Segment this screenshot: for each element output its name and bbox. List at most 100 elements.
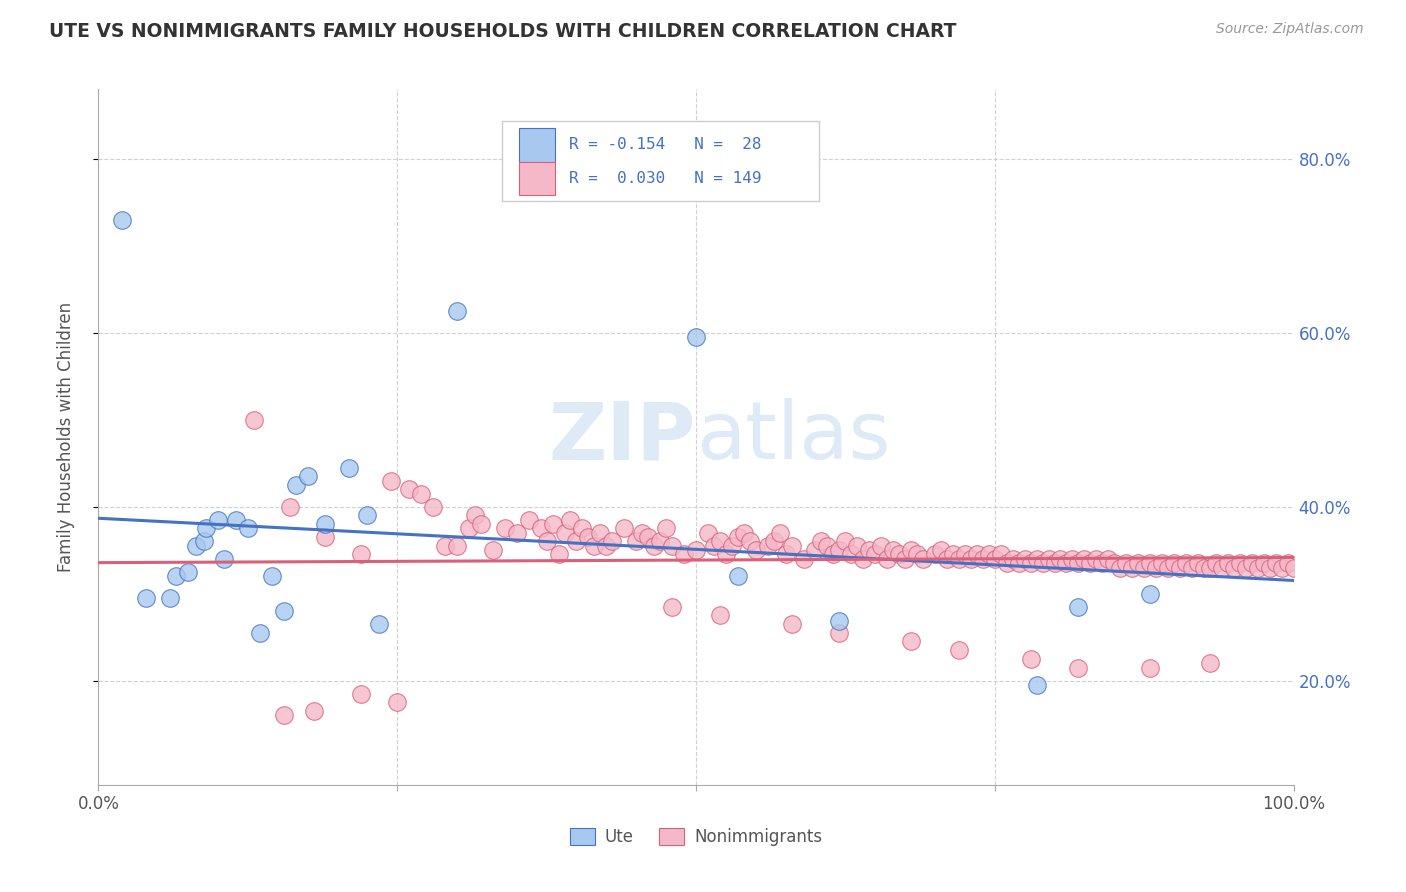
Point [1062, 551, 1084, 566]
Point [727, 569, 749, 583]
Point [602, 534, 624, 549]
Point [780, 539, 803, 553]
Point [1097, 551, 1119, 566]
Point [111, 212, 134, 227]
Point [733, 525, 755, 540]
Point [297, 469, 319, 483]
Text: atlas: atlas [696, 398, 890, 476]
Point [894, 551, 917, 566]
Point [398, 482, 420, 496]
Point [889, 548, 911, 562]
Point [685, 330, 707, 344]
Point [1115, 556, 1137, 570]
Point [195, 521, 218, 535]
Point [207, 513, 229, 527]
Point [995, 556, 1018, 570]
Bar [519, 128, 555, 161]
Point [273, 708, 295, 723]
Point [841, 548, 863, 562]
Y-axis label: Family Households with Children: Family Households with Children [56, 302, 75, 572]
Point [1109, 560, 1132, 574]
Point [1067, 599, 1090, 614]
Point [1205, 556, 1227, 570]
Point [990, 548, 1012, 562]
Point [1277, 556, 1299, 570]
Point [571, 521, 593, 535]
Text: Source: ZipAtlas.com: Source: ZipAtlas.com [1216, 22, 1364, 37]
Point [1234, 560, 1257, 574]
Point [494, 521, 516, 535]
Point [1121, 560, 1143, 574]
Point [1001, 551, 1024, 566]
Point [583, 539, 606, 553]
Point [458, 521, 481, 535]
Point [697, 525, 720, 540]
Point [1152, 556, 1174, 570]
Point [685, 543, 707, 558]
Point [1038, 551, 1060, 566]
Point [1019, 652, 1042, 666]
Point [1067, 556, 1090, 570]
Point [1067, 660, 1090, 674]
Point [1223, 560, 1246, 574]
Point [1181, 560, 1204, 574]
Point [536, 534, 558, 549]
Point [936, 551, 959, 566]
Point [446, 539, 468, 553]
Point [804, 543, 827, 558]
Point [972, 551, 994, 566]
Point [554, 525, 576, 540]
Point [1104, 556, 1126, 570]
Point [385, 695, 409, 709]
Point [1271, 560, 1294, 574]
Point [1253, 556, 1275, 570]
Point [339, 460, 361, 475]
Point [177, 565, 200, 579]
Point [1139, 660, 1161, 674]
Point [1043, 556, 1066, 570]
Point [186, 539, 208, 553]
Point [709, 608, 731, 623]
Point [762, 534, 785, 549]
Point [960, 551, 983, 566]
Point [661, 539, 683, 553]
Point [900, 543, 922, 558]
Point [517, 513, 540, 527]
Point [1264, 556, 1286, 570]
Point [1240, 556, 1263, 570]
Point [643, 539, 665, 553]
Point [1073, 551, 1095, 566]
Point [560, 513, 582, 527]
Point [865, 548, 887, 562]
Point [481, 543, 505, 558]
Point [380, 474, 402, 488]
Point [350, 548, 373, 562]
Point [637, 530, 659, 544]
Point [984, 551, 1007, 566]
Point [775, 548, 797, 562]
Point [1008, 556, 1031, 570]
Point [721, 539, 744, 553]
Point [212, 551, 235, 566]
Point [648, 534, 672, 549]
Point [589, 525, 612, 540]
Point [834, 534, 856, 549]
Point [1258, 560, 1281, 574]
Point [745, 543, 768, 558]
Point [368, 617, 391, 632]
Point [470, 516, 492, 531]
Point [905, 548, 928, 562]
Point [793, 551, 815, 566]
Point [738, 534, 761, 549]
Point [1144, 560, 1167, 574]
Point [626, 534, 648, 549]
Point [1211, 560, 1233, 574]
Point [578, 530, 600, 544]
Legend: Ute, Nonimmigrants: Ute, Nonimmigrants [569, 828, 823, 847]
Point [278, 500, 301, 514]
Point [631, 525, 654, 540]
Point [1247, 560, 1270, 574]
Text: R =  0.030   N = 149: R = 0.030 N = 149 [569, 170, 762, 186]
Point [942, 548, 965, 562]
Point [924, 548, 946, 562]
